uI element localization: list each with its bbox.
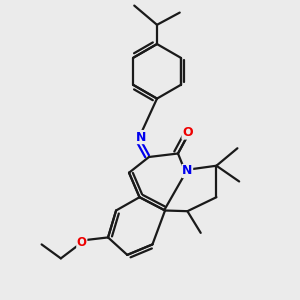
Text: N: N (182, 164, 193, 178)
Text: N: N (136, 130, 146, 144)
Text: O: O (182, 126, 193, 139)
Text: O: O (77, 236, 87, 249)
